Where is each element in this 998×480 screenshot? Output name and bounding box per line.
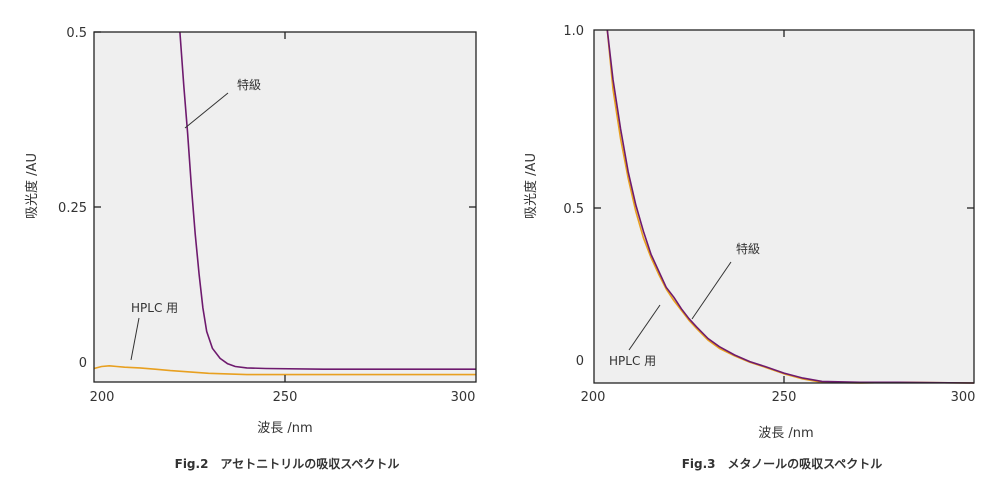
y-tick-label: 1.0 <box>563 24 584 39</box>
annotation-leader-line <box>130 317 140 361</box>
series-line-tokkyu <box>606 29 975 384</box>
plot-area <box>594 30 974 383</box>
series-line-hplc <box>606 29 975 384</box>
x-tick-label: 200 <box>90 390 115 405</box>
annotation-leader-line <box>184 92 229 129</box>
x-axis-label: 波長 /nm <box>257 421 312 436</box>
series-layer <box>93 31 476 376</box>
series-line-hplc <box>93 365 476 376</box>
y-tick-label: 0 <box>79 356 87 371</box>
y-tick-label: 0.25 <box>58 201 87 216</box>
y-tick-label: 0 <box>576 354 584 369</box>
series-line-tokkyu <box>179 31 476 370</box>
y-tick-label: 0.5 <box>66 26 87 41</box>
y-tick-label: 0.5 <box>563 202 584 217</box>
annotation-leader-line <box>691 261 732 320</box>
annotation-label: HPLC 用 <box>609 354 656 368</box>
annotation-label: 特級 <box>736 241 760 256</box>
figure-caption: Fig.3 メタノールの吸収スペクトル <box>682 457 883 471</box>
x-tick-label: 300 <box>951 390 976 405</box>
y-axis-label: 吸光度 /AU <box>523 153 539 219</box>
x-tick-label: 200 <box>581 390 606 405</box>
x-tick-label: 250 <box>273 390 298 405</box>
annotation-label: HPLC 用 <box>131 301 178 315</box>
y-axis-label: 吸光度 /AU <box>24 153 40 219</box>
x-tick-label: 250 <box>772 390 797 405</box>
x-axis-label: 波長 /nm <box>758 426 813 441</box>
series-layer <box>606 29 975 384</box>
chart-fig2: 0.5 0.25 0 200 250 300 波長 /nm 吸光度 /AU 特級… <box>24 26 477 471</box>
x-tick-label: 300 <box>451 390 476 405</box>
figure-caption: Fig.2 アセトニトリルの吸収スペクトル <box>175 457 400 471</box>
plot-area <box>94 32 476 382</box>
annotation-leader-line <box>628 304 661 351</box>
chart-fig3: 1.0 0.5 0 200 250 300 波長 /nm 吸光度 /AU 特級 … <box>523 24 975 471</box>
annotation-label: 特級 <box>237 77 261 92</box>
